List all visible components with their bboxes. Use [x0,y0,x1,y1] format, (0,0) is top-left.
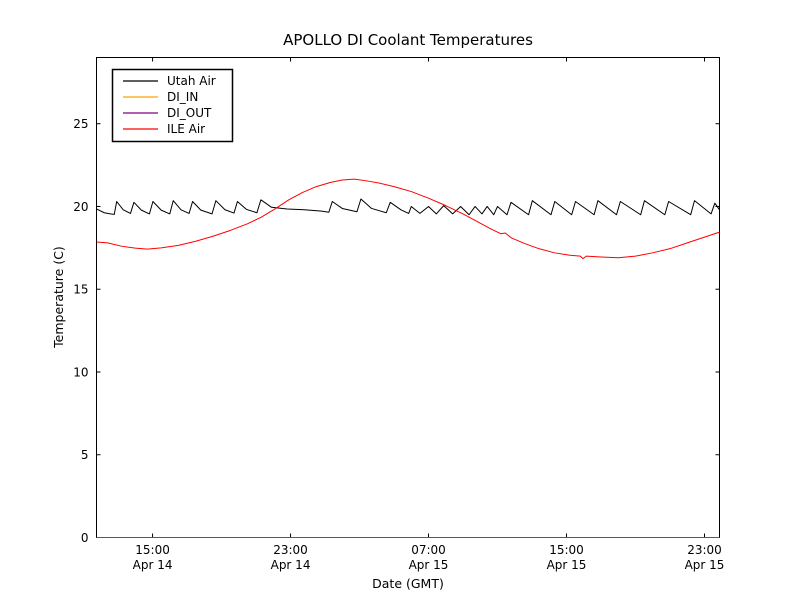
x-tick-label-date: Apr 14 [133,558,173,572]
y-tick-label: 5 [81,448,89,462]
x-tick-label-date: Apr 15 [547,558,587,572]
x-tick-label-time: 15:00 [549,543,584,557]
x-tick-label-time: 23:00 [273,543,308,557]
chart-title: APOLLO DI Coolant Temperatures [283,31,533,49]
series-line-ile-air [96,178,720,260]
y-tick-label: 15 [73,283,88,297]
y-tick-label: 10 [73,365,88,379]
legend: Utah Air DI_IN DI_OUT ILE Air [111,68,234,143]
y-tick-label: 25 [73,117,88,131]
x-tick-label-time: 15:00 [135,543,170,557]
y-tick-label: 0 [81,531,89,545]
y-tick-label: 20 [73,200,88,214]
series-lines [96,178,720,538]
x-tick-label-date: Apr 15 [409,558,449,572]
x-tick-label-date: Apr 14 [271,558,311,572]
x-tick-label-time: 23:00 [687,543,722,557]
legend-label-ile-air: ILE Air [167,122,205,136]
y-axis-label: Temperature (C) [51,246,66,349]
x-tick-label-date: Apr 15 [685,558,725,572]
legend-label-di-in: DI_IN [167,90,198,104]
x-tick-label-time: 07:00 [411,543,446,557]
legend-label-utah-air: Utah Air [167,74,216,88]
legend-label-di-out: DI_OUT [167,106,212,120]
x-axis-label: Date (GMT) [372,576,444,591]
series-line-utah-air [96,198,720,216]
